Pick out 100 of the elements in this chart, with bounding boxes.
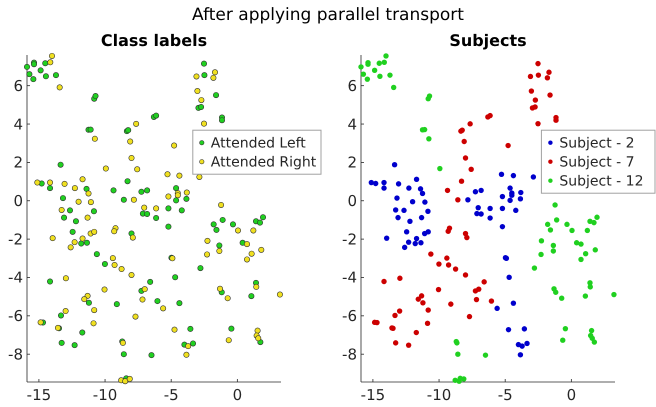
point: [406, 185, 412, 191]
point: [395, 214, 401, 220]
point: [560, 337, 566, 343]
point: [406, 342, 412, 348]
point: [552, 202, 558, 208]
point: [455, 351, 461, 357]
point: [611, 292, 617, 298]
point: [550, 248, 556, 254]
point: [528, 88, 534, 94]
point: [482, 352, 488, 358]
y-tick-label: -2: [342, 230, 357, 248]
x-tick-label: -5: [164, 386, 179, 404]
point: [461, 376, 466, 382]
point: [494, 306, 500, 312]
x-tick-label: -10: [426, 386, 452, 404]
point: [402, 244, 408, 250]
point: [394, 195, 400, 201]
point: [448, 301, 454, 307]
point: [404, 229, 410, 235]
point: [414, 176, 420, 182]
point: [392, 312, 398, 318]
point: [452, 266, 458, 272]
point: [476, 204, 481, 210]
x-tick-label: -15: [360, 386, 386, 404]
y-tick-label: 2: [13, 154, 23, 172]
point: [584, 228, 590, 234]
y-tick-label: 6: [13, 76, 23, 95]
point: [418, 293, 424, 299]
point: [507, 185, 513, 191]
point: [410, 199, 416, 204]
point: [532, 265, 538, 271]
point: [406, 239, 412, 245]
point: [588, 284, 593, 290]
point: [519, 343, 525, 349]
point: [500, 206, 506, 212]
point: [420, 190, 426, 196]
point: [397, 276, 403, 281]
point: [418, 186, 424, 192]
point: [462, 272, 468, 278]
point: [532, 97, 538, 103]
point: [445, 228, 451, 234]
x-tick-label: 0: [566, 386, 576, 404]
point: [467, 121, 473, 127]
point: [461, 138, 467, 144]
point: [390, 84, 396, 90]
y-tick-label: -6: [342, 307, 357, 326]
point: [530, 174, 536, 180]
point: [444, 255, 450, 261]
point: [426, 93, 432, 99]
y-tick-label: 0: [347, 192, 357, 210]
point: [553, 290, 558, 295]
point: [360, 71, 366, 77]
point: [420, 300, 426, 306]
point: [377, 74, 383, 79]
point: [550, 242, 556, 248]
point: [436, 261, 442, 267]
point: [407, 218, 413, 224]
point: [446, 262, 452, 268]
point: [518, 352, 524, 358]
point: [578, 241, 584, 247]
y-tick-label: 0: [13, 192, 23, 210]
point: [487, 206, 493, 212]
point: [532, 104, 538, 110]
chart-title: Subjects: [449, 31, 527, 50]
y-tick-label: -8: [342, 345, 357, 364]
y-tick-label: 6: [347, 76, 357, 95]
y-tick-label: 2: [347, 154, 357, 172]
legend-label: Subject - 7: [559, 154, 635, 171]
point: [381, 185, 387, 191]
point: [588, 328, 594, 334]
text: After applying parallel transport: [192, 5, 464, 25]
x-tick-label: 0: [232, 386, 242, 404]
point: [468, 166, 474, 172]
point: [538, 252, 544, 258]
y-tick-label: -4: [342, 268, 357, 287]
point: [384, 235, 390, 241]
point: [564, 222, 570, 228]
legend-label: Attended Right: [210, 154, 317, 171]
legend-label: Attended Left: [210, 136, 306, 152]
point: [401, 208, 407, 214]
legend-label: Subject - 2: [559, 136, 635, 152]
point: [376, 60, 382, 66]
point: [522, 326, 528, 332]
point: [510, 300, 516, 306]
point: [510, 172, 516, 178]
point: [426, 229, 431, 235]
point: [506, 274, 512, 280]
point: [528, 74, 534, 80]
point: [462, 155, 468, 161]
point: [425, 208, 431, 214]
point: [582, 293, 588, 299]
y-tick-label: 4: [13, 115, 23, 134]
point: [544, 222, 550, 228]
x-tick-label: -5: [498, 386, 513, 404]
point: [498, 172, 504, 177]
point: [416, 296, 421, 302]
point: [548, 227, 554, 233]
point: [474, 296, 480, 302]
point: [426, 136, 432, 142]
point: [591, 220, 597, 226]
